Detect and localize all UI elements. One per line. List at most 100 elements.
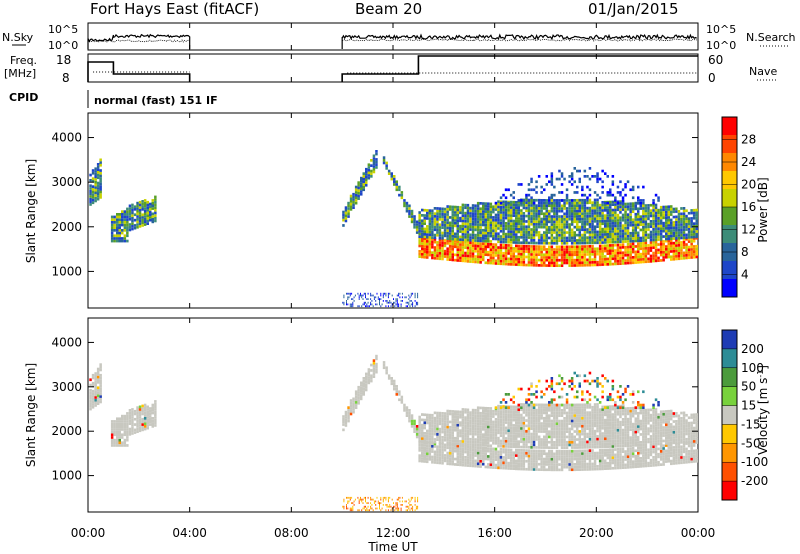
velocity-cell: [143, 409, 147, 412]
velocity-cell: [433, 430, 437, 433]
power-cell: [464, 225, 467, 228]
power-cell: [685, 256, 688, 260]
power-cell: [540, 241, 543, 245]
power-cell: [379, 300, 380, 302]
power-cell: [417, 301, 419, 304]
velocity-cell: [154, 418, 157, 422]
power-cell: [593, 241, 597, 245]
power-cell: [624, 193, 627, 197]
velocity-cell: [629, 455, 632, 458]
power-cell: [346, 292, 347, 295]
velocity-cell: [537, 462, 541, 466]
velocity-cell: [626, 450, 630, 453]
power-cell: [512, 214, 515, 217]
power-cell: [532, 245, 536, 248]
velocity-cell: [662, 457, 665, 461]
velocity-cell: [642, 459, 645, 463]
velocity-cell: [385, 366, 388, 370]
velocity-cell: [558, 455, 561, 458]
power-cell: [659, 230, 663, 233]
power-cell: [611, 238, 615, 241]
velocity-cell: [626, 460, 630, 464]
velocity-cell: [487, 423, 490, 426]
power-cell: [657, 199, 660, 202]
power-cell: [509, 255, 513, 258]
power-cell: [118, 234, 121, 238]
power-cell: [601, 247, 604, 250]
velocity-cell: [395, 393, 398, 396]
velocity-cell: [121, 417, 124, 421]
power-cell: [451, 235, 454, 238]
velocity-cell: [456, 450, 459, 453]
power-cell: [634, 218, 637, 221]
power-cell: [609, 188, 612, 192]
velocity-cell: [362, 393, 365, 396]
velocity-cell: [451, 428, 454, 432]
velocity-cell: [522, 437, 526, 441]
power-cell: [443, 249, 447, 253]
freq-trace: [87, 61, 191, 82]
velocity-cell: [522, 440, 526, 444]
power-cell: [99, 171, 102, 175]
power-cell: [642, 220, 645, 224]
power-cell: [527, 230, 531, 234]
power-cell: [626, 224, 630, 227]
velocity-cell: [515, 451, 518, 455]
power-cell: [509, 227, 513, 231]
power-cell: [456, 232, 459, 236]
power-cell: [438, 207, 442, 210]
power-cell: [695, 247, 698, 251]
power-cell: [616, 224, 620, 228]
power-cell: [342, 213, 345, 217]
velocity-cell: [426, 440, 429, 443]
power-cell: [494, 224, 498, 227]
power-cell: [96, 171, 100, 174]
velocity-cell: [545, 446, 548, 449]
power-cell: [560, 261, 564, 265]
velocity-cell: [606, 467, 609, 470]
velocity-cell: [535, 468, 538, 471]
velocity-cell: [405, 411, 409, 415]
power-cell: [342, 224, 345, 227]
velocity-cell: [482, 460, 485, 463]
power-cell: [370, 159, 373, 162]
power-cell: [393, 180, 396, 184]
velocity-cell: [515, 437, 518, 441]
power-cell: [576, 250, 579, 254]
power-cell: [593, 255, 597, 259]
power-cell: [563, 215, 566, 218]
velocity-cell: [548, 465, 551, 469]
velocity-cell: [96, 391, 100, 395]
power-cell: [365, 294, 366, 297]
velocity-cell: [626, 447, 630, 450]
power-cell: [588, 230, 592, 234]
power-cell: [476, 260, 480, 264]
velocity-cell: [540, 408, 543, 412]
velocity-cell: [553, 463, 556, 466]
velocity-cell: [657, 460, 660, 464]
power-cell: [649, 246, 653, 250]
velocity-cell: [639, 465, 642, 468]
power-cell: [123, 234, 127, 238]
power-cell: [96, 189, 100, 193]
velocity-cell: [637, 446, 640, 450]
velocity-cell: [532, 460, 536, 463]
power-cell: [629, 205, 632, 208]
power-cell: [621, 208, 625, 211]
velocity-cell: [543, 406, 546, 409]
power-cell: [143, 223, 147, 226]
velocity-cell: [642, 446, 645, 449]
power-cell: [474, 244, 477, 248]
velocity-cell: [438, 419, 442, 423]
velocity-cell: [629, 452, 632, 456]
velocity-cell: [581, 457, 584, 461]
power-cell: [611, 235, 615, 239]
power-cell: [390, 305, 392, 308]
power-cell: [604, 227, 607, 231]
power-cell: [438, 218, 442, 221]
power-cell: [423, 227, 426, 231]
velocity-cell: [568, 465, 571, 469]
velocity-cell: [446, 457, 449, 460]
velocity-cell: [482, 417, 485, 421]
velocity-cell: [537, 424, 541, 428]
